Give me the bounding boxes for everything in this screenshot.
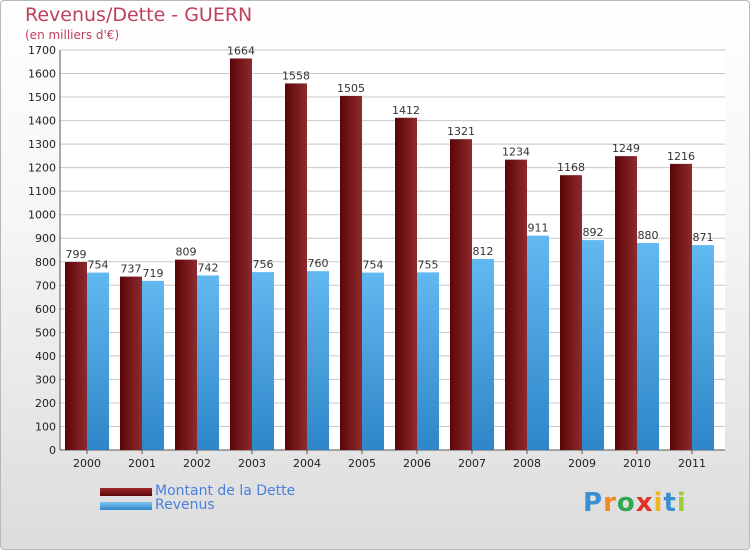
- bar-debt: [175, 259, 197, 450]
- x-tick-label: 2005: [348, 457, 376, 470]
- data-label-debt: 809: [176, 246, 197, 259]
- data-label-revenue: 754: [363, 259, 384, 272]
- proxiti-logo: Proxiti: [583, 488, 687, 518]
- y-tick-label: 1500: [28, 91, 56, 104]
- plot-area: [60, 50, 725, 450]
- data-label-revenue: 756: [253, 258, 274, 271]
- y-tick-label: 900: [35, 232, 56, 245]
- y-tick-label: 1300: [28, 138, 56, 151]
- legend-swatch-revenue: [100, 502, 152, 510]
- y-tick-label: 1000: [28, 209, 56, 222]
- bar-revenue: [692, 245, 714, 450]
- y-tick-label: 500: [35, 326, 56, 339]
- bar-debt: [395, 117, 417, 450]
- data-label-debt: 1168: [557, 161, 585, 174]
- data-label-revenue: 880: [638, 229, 659, 242]
- y-tick-label: 1700: [28, 44, 56, 57]
- data-label-revenue: 812: [473, 245, 494, 258]
- data-label-debt: 1234: [502, 146, 530, 159]
- y-tick-label: 800: [35, 256, 56, 269]
- bar-debt: [65, 262, 87, 450]
- y-tick-label: 1100: [28, 185, 56, 198]
- data-label-revenue: 742: [198, 261, 219, 274]
- bar-debt: [560, 175, 582, 451]
- bar-revenue: [637, 242, 659, 450]
- data-label-revenue: 911: [528, 222, 549, 235]
- bar-debt: [450, 139, 472, 451]
- data-label-revenue: 755: [418, 258, 439, 271]
- bar-debt: [230, 58, 252, 451]
- chart-title: Revenus/Dette - GUERN: [25, 4, 253, 26]
- data-label-debt: 1249: [612, 142, 640, 155]
- y-tick-label: 700: [35, 279, 56, 292]
- logo-letter: i: [653, 488, 664, 518]
- bar-debt: [340, 95, 362, 450]
- x-tick-label: 2009: [568, 457, 596, 470]
- x-tick-label: 2004: [293, 457, 321, 470]
- x-tick-label: 2000: [73, 457, 101, 470]
- bar-revenue: [252, 272, 274, 450]
- data-label-revenue: 892: [583, 226, 604, 239]
- y-tick-label: 0: [49, 444, 56, 457]
- bar-debt: [120, 276, 142, 450]
- data-label-revenue: 719: [143, 267, 164, 280]
- y-tick-label: 1200: [28, 162, 56, 175]
- y-tick-label: 100: [35, 420, 56, 433]
- logo-letter: o: [616, 488, 636, 518]
- y-tick-label: 1600: [28, 68, 56, 81]
- logo-letter: i: [676, 488, 687, 518]
- data-label-debt: 737: [121, 263, 142, 276]
- x-tick-label: 2002: [183, 457, 211, 470]
- y-tick-label: 300: [35, 373, 56, 386]
- bar-revenue: [417, 272, 439, 450]
- bar-revenue: [362, 272, 384, 450]
- data-label-debt: 799: [66, 248, 87, 261]
- bar-revenue: [527, 235, 549, 450]
- data-label-revenue: 871: [693, 231, 714, 244]
- bar-revenue: [142, 280, 164, 450]
- bar-debt: [615, 156, 637, 450]
- x-tick-label: 2008: [513, 457, 541, 470]
- bar-debt: [505, 159, 527, 450]
- y-tick-label: 200: [35, 397, 56, 410]
- logo-letter: r: [603, 488, 617, 518]
- data-label-debt: 1321: [447, 125, 475, 138]
- x-tick-label: 2010: [623, 457, 651, 470]
- x-tick-label: 2007: [458, 457, 486, 470]
- y-tick-label: 400: [35, 350, 56, 363]
- bar-revenue: [197, 275, 219, 450]
- y-tick-label: 1400: [28, 115, 56, 128]
- data-label-debt: 1664: [227, 44, 255, 57]
- legend-label-debt: Montant de la Dette: [155, 483, 296, 499]
- bar-revenue: [472, 258, 494, 450]
- data-label-debt: 1505: [337, 82, 365, 95]
- x-tick-label: 2003: [238, 457, 266, 470]
- data-label-debt: 1412: [392, 104, 420, 117]
- x-tick-label: 2006: [403, 457, 431, 470]
- data-label-debt: 1558: [282, 69, 310, 82]
- data-label-revenue: 754: [88, 259, 109, 272]
- data-label-debt: 1216: [667, 150, 695, 163]
- legend-label-revenue: Revenus: [155, 497, 215, 513]
- y-tick-label: 600: [35, 303, 56, 316]
- legend-swatch-debt: [100, 488, 152, 496]
- logo-letter: P: [583, 488, 604, 518]
- x-tick-label: 2011: [678, 457, 706, 470]
- bar-revenue: [582, 240, 604, 450]
- bar-revenue: [307, 271, 329, 450]
- bar-debt: [285, 83, 307, 450]
- logo-letter: t: [663, 488, 677, 518]
- bar-revenue: [87, 272, 109, 450]
- bar-debt: [670, 163, 692, 450]
- logo-letter: x: [635, 488, 654, 518]
- chart-subtitle: (en milliers d'€): [25, 28, 120, 42]
- x-tick-label: 2001: [128, 457, 156, 470]
- data-label-revenue: 760: [308, 257, 329, 270]
